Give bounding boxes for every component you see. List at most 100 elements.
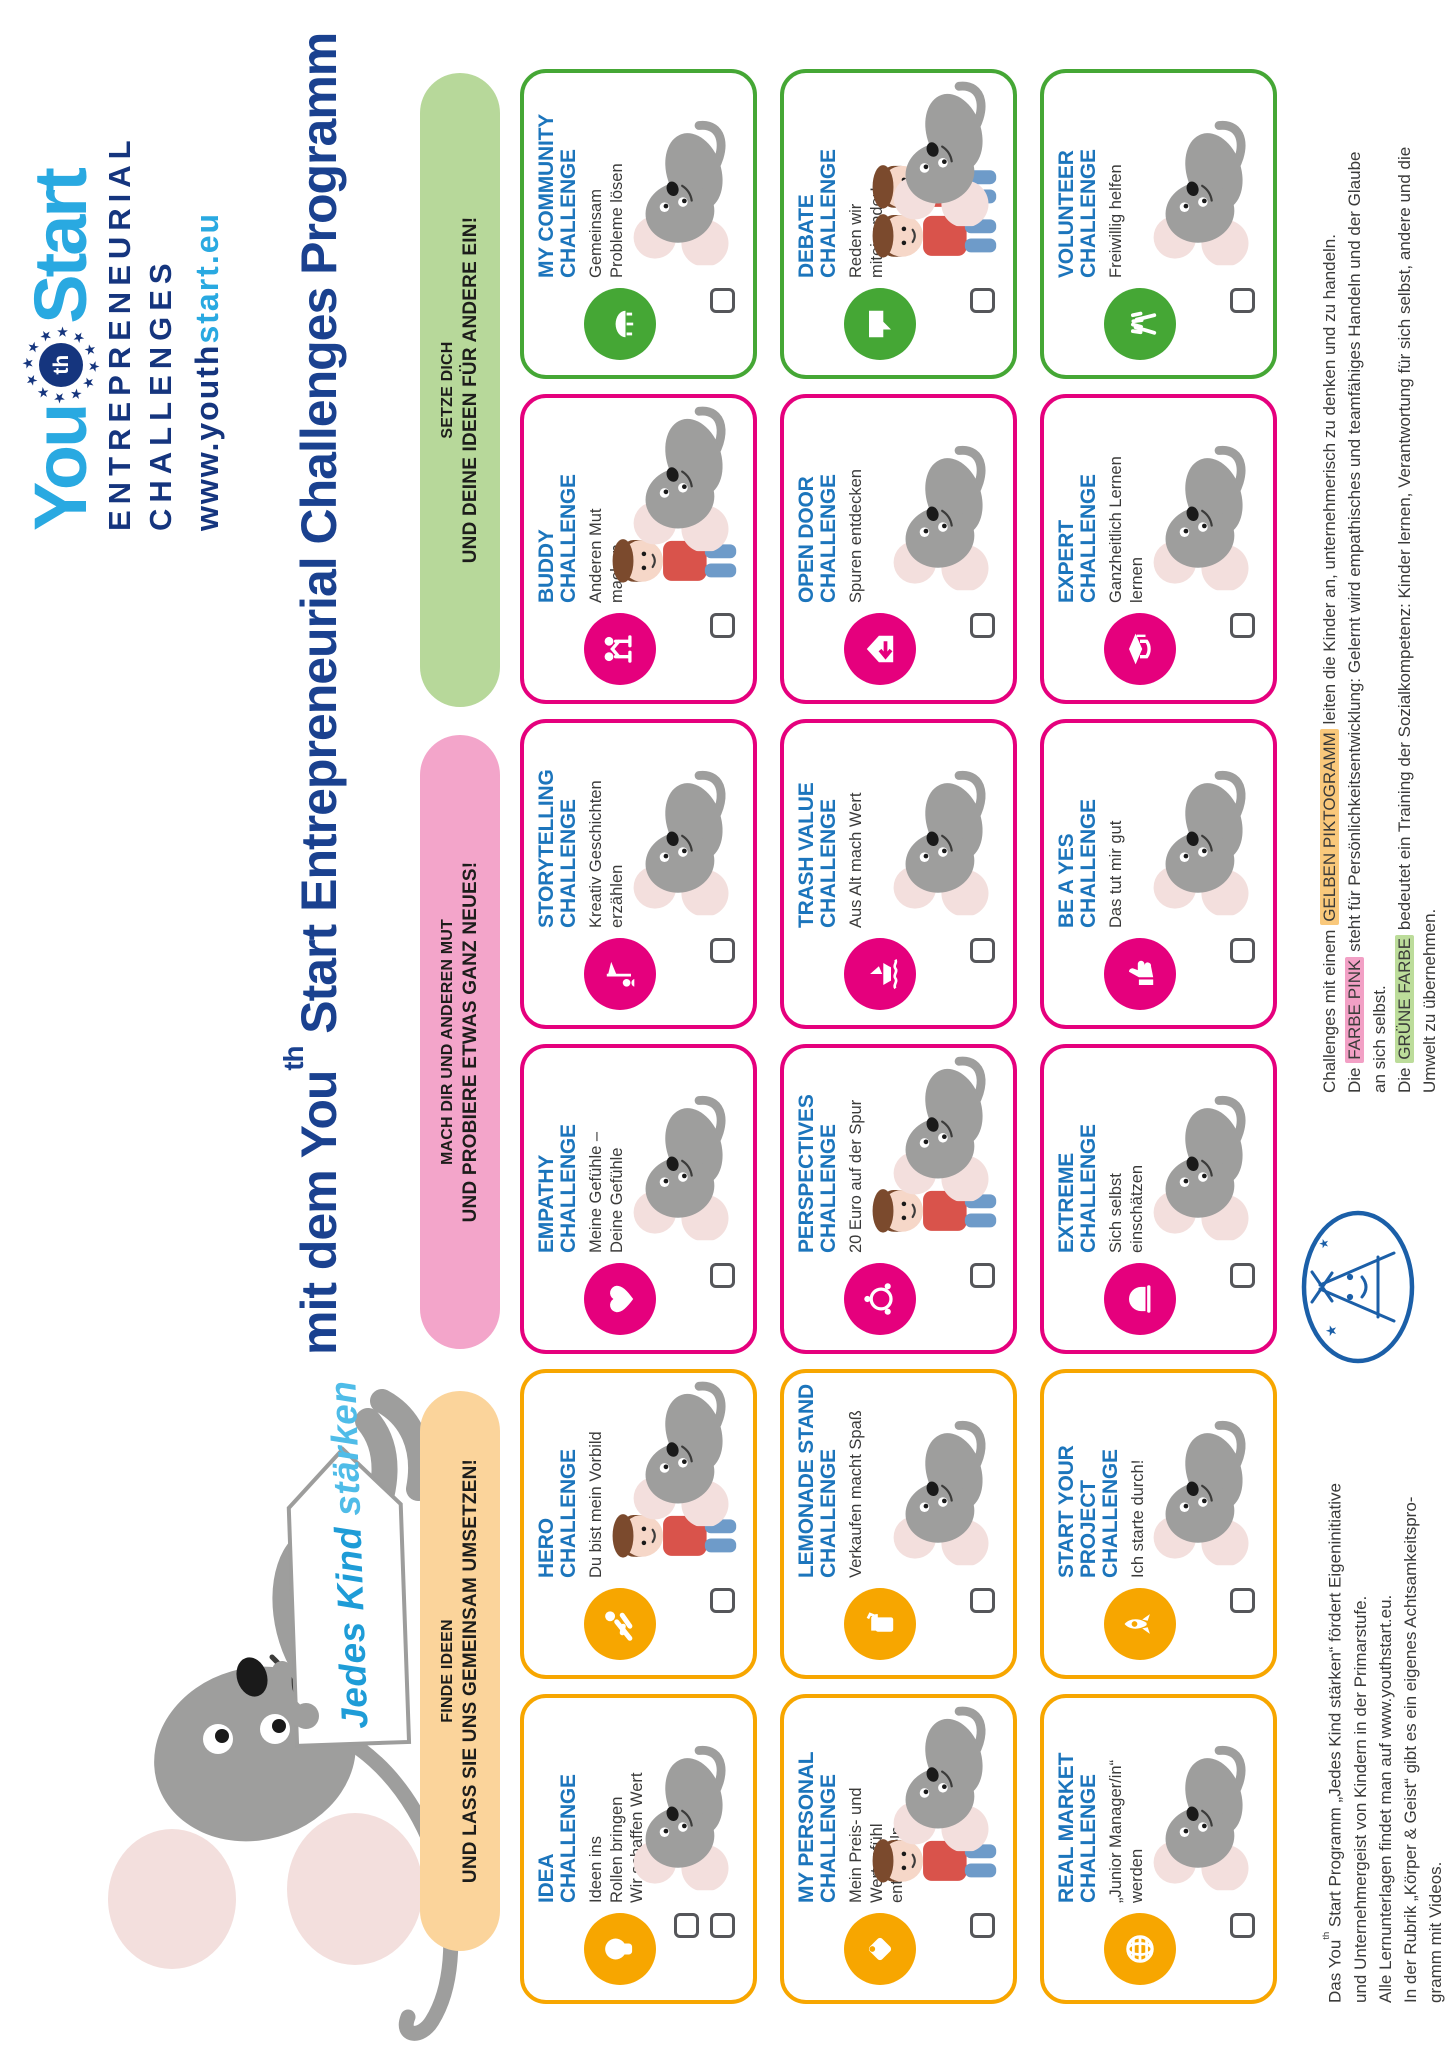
card-subtitle: Spuren entdecken [847,469,865,603]
challenge-checkbox[interactable] [710,1913,735,1938]
card-title: LEMONADE STAND CHALLENGE [795,1384,840,1578]
price-tag-icon [844,1913,916,1985]
section-line1: SETZE DICH [438,341,456,439]
card-subtitle: Ganzheitlich Lernen lernen [1107,456,1146,603]
program-description: Das Youth Start Programm „Jedes Kind stä… [1320,1483,1445,2003]
mouse-illustration [863,400,1011,606]
challenge-checkbox[interactable] [970,1913,995,1938]
card-debate-challenge: DEBATE CHALLENGE Reden wir miteinander! [780,69,1017,379]
card-be-a-yes-challenge: BE A YES CHALLENGE Das tut mir gut [1040,719,1277,1029]
section-line2: UND LASS SIE UNS GEMEINSAM UMSETZEN! [459,1458,481,1884]
challenge-checkbox[interactable] [710,1263,735,1288]
speech-bubble-icon [844,288,916,360]
mouse-illustration [863,1050,1011,1256]
card-hero-challenge: HERO CHALLENGE Du bist mein Vorbild [520,1369,757,1679]
card-subtitle: Reden wir miteinander! [847,187,886,278]
mouse-illustration [863,1375,1011,1581]
card-my-personal-challenge: MY PERSONAL CHALLENGE Mein Preis- und We… [780,1694,1017,2004]
juice-box-icon [844,1588,916,1660]
challenge-checkbox[interactable] [1230,1913,1255,1938]
challenge-checkbox[interactable] [710,1588,735,1613]
card-subtitle: Gemeinsam Probleme lösen [587,163,626,278]
card-title: DEBATE CHALLENGE [795,149,840,278]
card-title: START YOUR PROJECT CHALLENGE [1055,1445,1122,1578]
card-subtitle: Kreativ Geschichten erzählen [587,780,626,928]
card-title: PERSPECTIVES CHALLENGE [795,1094,840,1253]
card-subtitle: Ideen ins Rollen bringen Wir schaffen We… [587,1772,646,1903]
storyteller-icon [584,938,656,1010]
globe-people-icon [844,1263,916,1335]
challenge-checkbox[interactable] [970,938,995,963]
card-title: EXTREME CHALLENGE [1055,1124,1100,1253]
card-title: IDEA CHALLENGE [535,1774,580,1903]
challenge-checkbox[interactable] [970,1588,995,1613]
open-door-icon [844,613,916,685]
logo-you: You [19,405,102,531]
thumbs-up-icon [1104,938,1176,1010]
card-subtitle: Ich starte durch! [1129,1459,1147,1578]
card-title: HERO CHALLENGE [535,1449,580,1578]
card-real-market-challenge: REAL MARKET CHALLENGE „Junior Manager/in… [1040,1694,1277,2004]
card-title: MY PERSONAL CHALLENGE [795,1751,840,1903]
challenge-checkbox[interactable] [1230,613,1255,638]
helmet-icon [1104,1263,1176,1335]
globe-icon [1104,1913,1176,1985]
card-subtitle: Freiwillig helfen [1107,164,1125,278]
card-buddy-challenge: BUDDY CHALLENGE Anderen Mut machen [520,394,757,704]
card-title: OPEN DOOR CHALLENGE [795,474,840,603]
card-title: EXPERT CHALLENGE [1055,474,1100,603]
sign-text: Jedes Kind stärken [322,1380,375,1730]
card-lemonade-stand-challenge: LEMONADE STAND CHALLENGE Verkaufen macht… [780,1369,1017,1679]
card-subtitle: Verkaufen macht Spaß [847,1410,865,1578]
mascot-mouse-illustration: Jedes Kind stärken [108,1380,459,2041]
mindfulness-tent-icon: ★ ★ [1301,1210,1415,1364]
color-legend-description: Challenges mit einem GELBEN PIKTOGRAMM l… [1320,146,1439,1093]
card-trash-value-challenge: TRASH VALUE CHALLENGE Aus Alt mach Wert [780,719,1017,1029]
logo-start: Start [19,170,102,324]
jedes-kind-staerken-sign: Jedes Kind stärken [286,1380,412,1748]
challenge-checkbox[interactable] [970,288,995,313]
challenge-checkbox[interactable] [674,1913,699,1938]
svg-text:★: ★ [1323,1324,1339,1337]
card-expert-challenge: EXPERT CHALLENGE Ganzheitlich Lernen ler… [1040,394,1277,704]
trash-boat-icon [844,938,916,1010]
youthstart-url[interactable]: www.youthstart.eu [189,211,226,531]
challenge-checkbox[interactable] [970,1263,995,1288]
logo-th: th [49,354,73,375]
card-subtitle: 20 Euro auf der Spur [847,1099,865,1253]
helping-hands-icon [1104,288,1176,360]
card-title: VOLUNTEER CHALLENGE [1055,149,1100,278]
challenge-checkbox[interactable] [710,288,735,313]
poster-headline: mit dem Youth Start Entrepreneurial Chal… [277,32,347,1355]
card-subtitle: Das tut mir gut [1107,820,1125,928]
card-subtitle: Mein Preis- und Wertgefühl entwickeln [847,1787,906,1903]
section-line1: FINDE IDEEN [438,1619,456,1723]
youthstart-wordmark: You th ★ ★ ★ ★ ★ ★ ★ ★ ★ ★ ★ ★ Start [19,16,102,531]
svg-text:★: ★ [1317,1238,1331,1249]
challenge-checkbox[interactable] [1230,938,1255,963]
challenge-checkbox[interactable] [1230,288,1255,313]
mouse-illustration [1123,75,1271,281]
card-extreme-challenge: EXTREME CHALLENGE Sich selbst einschätze… [1040,1044,1277,1354]
challenge-checkbox[interactable] [710,938,735,963]
card-title: BE A YES CHALLENGE [1055,799,1100,928]
card-subtitle: Anderen Mut machen [587,508,626,603]
challenge-checkbox[interactable] [1230,1588,1255,1613]
highfive-icon [584,613,656,685]
card-open-door-challenge: OPEN DOOR CHALLENGE Spuren entdecken [780,394,1017,704]
logo-challenges: CHALLENGES [142,257,178,531]
card-title: TRASH VALUE CHALLENGE [795,782,840,928]
card-start-your-project-challenge: START YOUR PROJECT CHALLENGE Ich starte … [1040,1369,1277,1679]
challenge-checkbox[interactable] [1230,1263,1255,1288]
section-line2: UND DEINE IDEEN FÜR ANDERE EIN! [459,216,481,564]
card-my-community-challenge: MY COMMUNITY CHALLENGE Gemeinsam Problem… [520,69,757,379]
mouse-tail [352,1741,459,2041]
graduation-cap-icon [1104,613,1176,685]
challenge-checkbox[interactable] [710,613,735,638]
challenge-checkbox[interactable] [970,613,995,638]
card-title: REAL MARKET CHALLENGE [1055,1752,1100,1903]
mouse-illustration [603,1375,751,1581]
roundtable-icon [584,288,656,360]
card-empathy-challenge: EMPATHY CHALLENGE Meine Gefühle – Deine … [520,1044,757,1354]
